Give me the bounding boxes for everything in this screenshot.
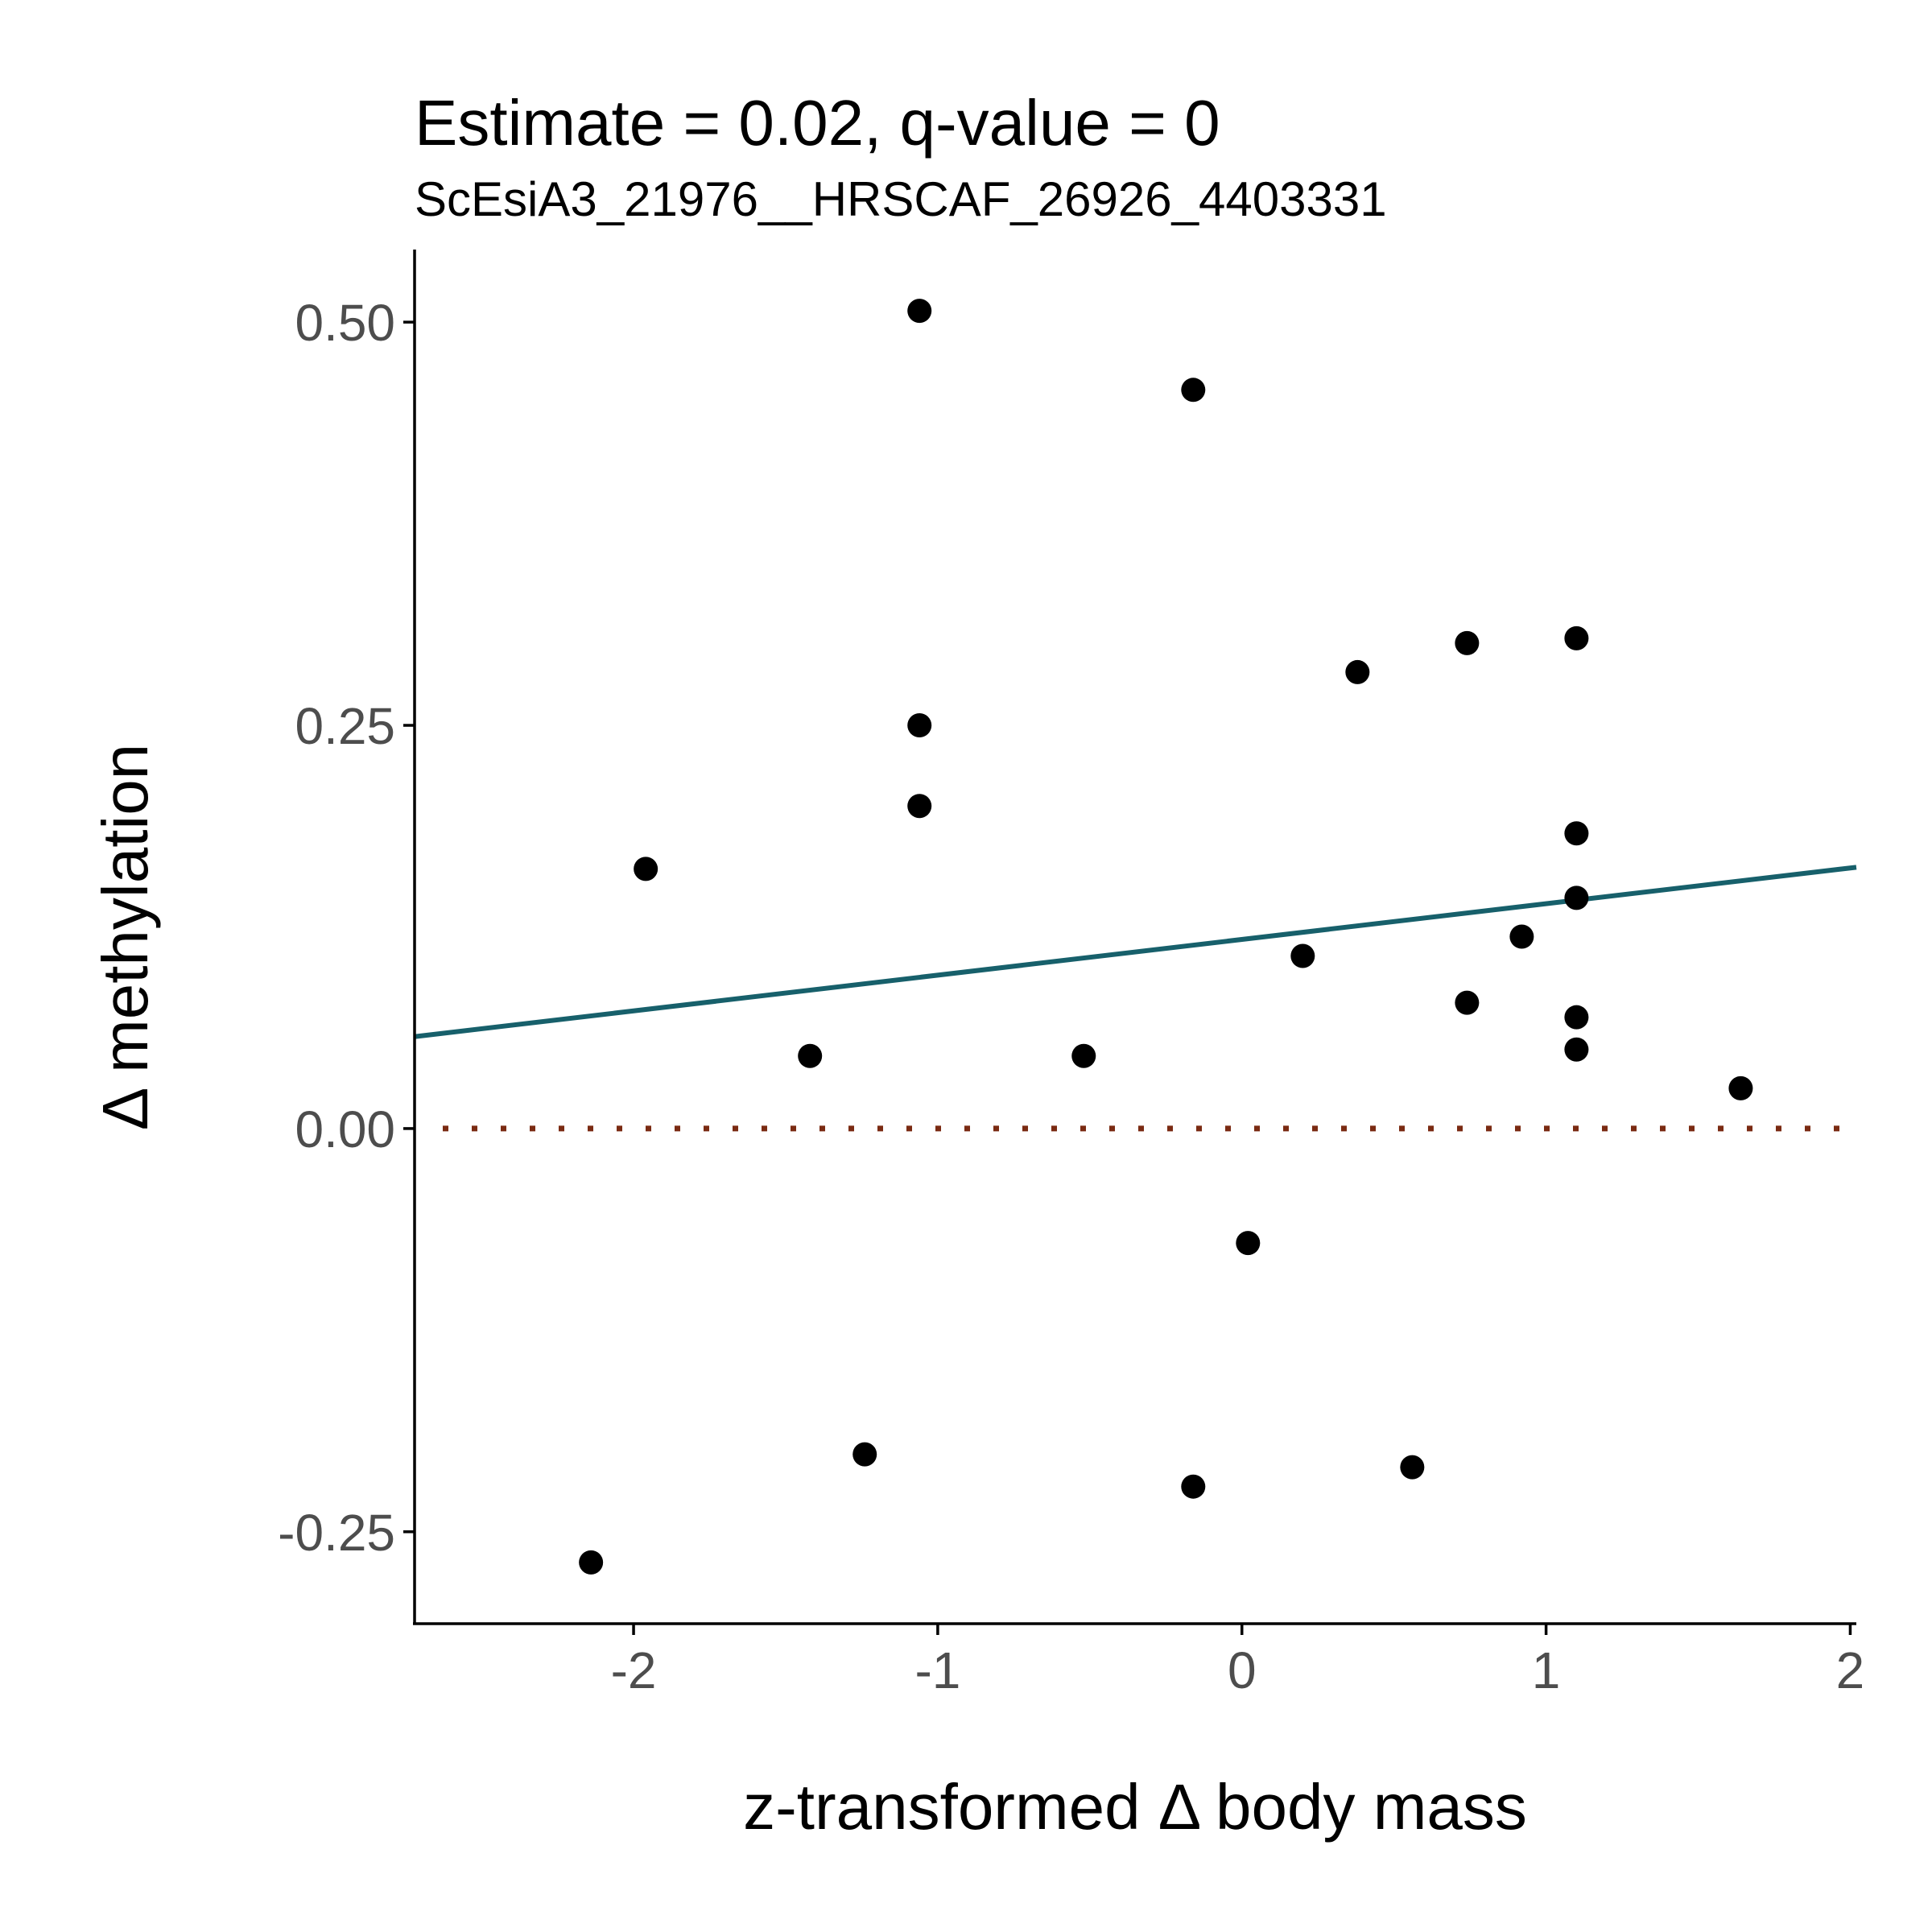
chart-title: Estimate = 0.02, q-value = 0 (415, 87, 1220, 159)
data-point (1236, 1231, 1261, 1256)
data-point (579, 1550, 604, 1575)
y-tick-label: 0.00 (295, 1100, 395, 1158)
plot-area (414, 299, 1857, 1575)
data-point (1509, 924, 1534, 949)
x-tick-label: 0 (1228, 1641, 1257, 1699)
data-point (1564, 886, 1589, 910)
y-axis-title: Δ methylation (89, 744, 161, 1130)
data-point (1290, 943, 1315, 968)
data-point (907, 713, 932, 738)
data-point (1455, 630, 1480, 655)
y-tick-label: 0.50 (295, 294, 395, 352)
data-point (1071, 1043, 1096, 1068)
data-point (1564, 1005, 1589, 1030)
data-point (852, 1442, 877, 1467)
data-point (1181, 1474, 1206, 1499)
regression-line (414, 865, 1857, 1039)
data-point (1728, 1075, 1753, 1100)
chart-subtitle: ScEsiA3_21976__HRSCAF_26926_4403331 (415, 172, 1387, 226)
data-point (1455, 990, 1480, 1015)
x-tick-label: -1 (914, 1641, 960, 1699)
x-axis-title: z-transformed Δ body mass (743, 1771, 1527, 1843)
data-point (634, 857, 658, 881)
data-point (1564, 1037, 1589, 1062)
y-axis-ticks: -0.25 0.00 0.25 0.50 (278, 294, 415, 1562)
y-tick-label: 0.25 (295, 697, 395, 755)
x-tick-label: 2 (1836, 1641, 1865, 1699)
y-tick-label: -0.25 (278, 1504, 395, 1562)
data-point (1181, 378, 1206, 402)
data-point (1564, 821, 1589, 846)
data-point (1400, 1455, 1425, 1480)
data-point (907, 299, 932, 324)
data-point (798, 1043, 823, 1068)
data-point (1564, 625, 1589, 650)
data-point (907, 794, 932, 819)
x-tick-label: -2 (611, 1641, 657, 1699)
x-axis-ticks: -2 -1 0 1 2 (611, 1624, 1865, 1699)
x-tick-label: 1 (1532, 1641, 1561, 1699)
data-point (1345, 659, 1370, 684)
